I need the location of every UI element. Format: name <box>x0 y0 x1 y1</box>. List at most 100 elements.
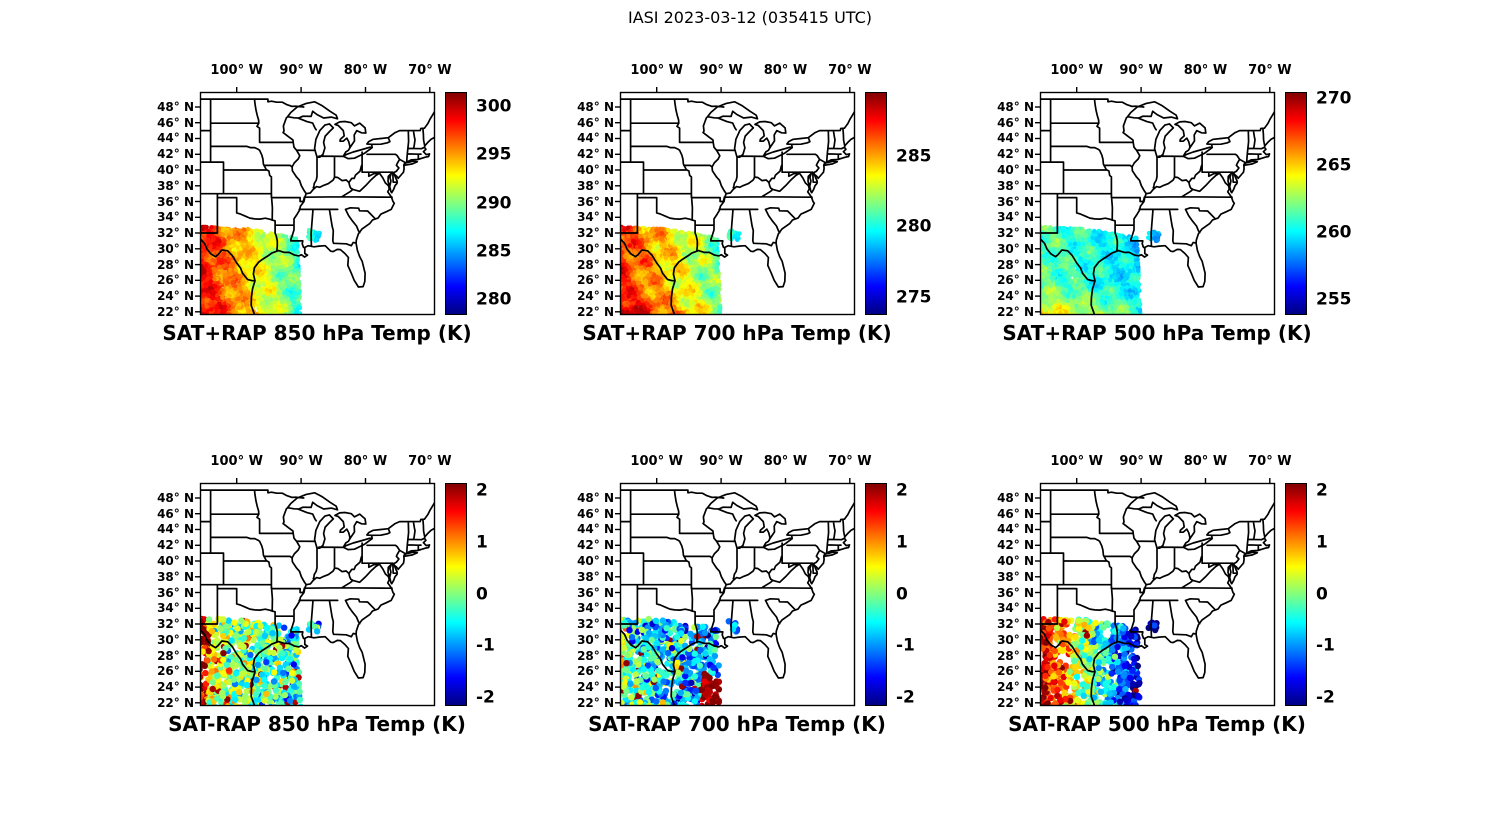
lon-tick-label: 80° W <box>343 63 388 78</box>
longitude-axis: 100° W 90° W 80° W 70° W <box>962 42 1382 347</box>
lat-tick-label: 30° N <box>157 241 194 256</box>
longitude-axis: 100° W 90° W 80° W 70° W <box>122 42 542 347</box>
lat-tick-label: 44° N <box>577 131 614 146</box>
colorbar-labels: -2 -1 0 1 2 <box>122 433 542 738</box>
colorbar <box>865 483 887 706</box>
lat-tick-label: 24° N <box>997 289 1034 304</box>
colorbar <box>1285 92 1307 315</box>
lon-tick-label: 80° W <box>1183 63 1228 78</box>
lat-tick-label: 46° N <box>997 115 1034 130</box>
lat-tick-label: 42° N <box>157 538 194 553</box>
lon-tick-label: 100° W <box>630 63 683 78</box>
lat-tick-label: 48° N <box>157 99 194 114</box>
lat-tick-label: 30° N <box>577 632 614 647</box>
lat-tick-label: 46° N <box>577 115 614 130</box>
longitude-axis: 100° W 90° W 80° W 70° W <box>542 42 962 347</box>
lat-tick-label: 34° N <box>577 601 614 616</box>
colorbar-labels: 255 260 265 270 <box>962 42 1382 347</box>
colorbar-tick-label: 2 <box>1316 480 1328 501</box>
map-panel-sat-minus-rap-700: 100° W 90° W 80° W 70° W 48° N 46° N 44° N 42°… <box>542 433 962 738</box>
lon-tick-label: 90° W <box>699 63 743 78</box>
longitude-axis: 100° W 90° W 80° W 70° W <box>542 433 962 738</box>
lon-tick-label: 100° W <box>210 63 263 78</box>
lat-tick-label: 38° N <box>157 178 194 193</box>
lat-tick-label: 46° N <box>157 506 194 521</box>
map-canvas <box>195 87 436 316</box>
lat-tick-label: 42° N <box>577 538 614 553</box>
lon-tick-label: 90° W <box>699 454 743 469</box>
lat-tick-label: 40° N <box>577 163 614 177</box>
colorbar-labels: -2 -1 0 1 2 <box>542 433 962 738</box>
lat-tick-label: 36° N <box>157 585 194 600</box>
colorbar-tick-label: 270 <box>1316 88 1352 109</box>
panel-caption: SAT+RAP 850 hPa Temp (K) <box>162 321 472 345</box>
lat-tick-label: 46° N <box>997 506 1034 521</box>
lat-tick-label: 40° N <box>157 554 194 568</box>
lat-tick-label: 26° N <box>997 273 1034 288</box>
lat-tick-label: 42° N <box>997 147 1034 162</box>
colorbar-tick-label: 0 <box>476 584 488 604</box>
colorbar-tick-label: 285 <box>896 146 932 167</box>
colorbar-tick-label: 0 <box>1316 584 1328 604</box>
lat-tick-label: 38° N <box>997 178 1034 193</box>
colorbar-tick-label: -1 <box>476 635 495 656</box>
latitude-axis: 48° N 46° N 44° N 42° N 40° N 38° N 36° N 34° N… <box>542 433 962 738</box>
lat-tick-label: 46° N <box>577 506 614 521</box>
lat-tick-label: 22° N <box>997 695 1034 710</box>
lon-tick-label: 70° W <box>828 63 872 78</box>
lat-tick-label: 24° N <box>157 680 194 695</box>
lat-tick-label: 30° N <box>577 241 614 256</box>
panel-caption: SAT-RAP 500 hPa Temp (K) <box>1008 712 1306 736</box>
lat-tick-label: 36° N <box>157 194 194 209</box>
lat-tick-label: 42° N <box>997 538 1034 553</box>
longitude-axis: 100° W 90° W 80° W 70° W <box>962 433 1382 738</box>
lat-tick-label: 28° N <box>997 648 1034 663</box>
lat-tick-label: 28° N <box>157 257 194 272</box>
map-canvas <box>615 478 856 707</box>
lat-tick-label: 36° N <box>997 194 1034 209</box>
colorbar-tick-label: 285 <box>476 241 512 262</box>
colorbar-tick-label: 255 <box>1316 289 1352 310</box>
lat-tick-label: 40° N <box>997 554 1034 568</box>
colorbar-tick-label: 2 <box>476 480 488 501</box>
map-canvas <box>1035 87 1276 316</box>
map-panel-sat-plus-rap-500: 100° W 90° W 80° W 70° W 48° N 46° N 44° N 42°… <box>962 42 1382 347</box>
colorbar-labels: 280 285 290 295 300 <box>122 42 542 347</box>
lat-tick-label: 32° N <box>157 617 194 632</box>
map-panel-sat-plus-rap-700: 100° W 90° W 80° W 70° W 48° N 46° N 44° N 42°… <box>542 42 962 347</box>
colorbar-tick-label: 1 <box>476 532 488 553</box>
lon-tick-label: 80° W <box>1183 454 1228 469</box>
lat-tick-label: 40° N <box>577 554 614 568</box>
panel-caption: SAT+RAP 500 hPa Temp (K) <box>1002 321 1312 345</box>
lat-tick-label: 28° N <box>577 648 614 663</box>
panel-caption: SAT-RAP 700 hPa Temp (K) <box>588 712 886 736</box>
colorbar-tick-label: 1 <box>896 532 908 553</box>
lat-tick-label: 28° N <box>997 257 1034 272</box>
lat-tick-label: 26° N <box>577 273 614 288</box>
map-panel-sat-minus-rap-500: 100° W 90° W 80° W 70° W 48° N 46° N 44° N 42°… <box>962 433 1382 738</box>
lon-tick-label: 90° W <box>1119 454 1163 469</box>
panel-caption: SAT-RAP 850 hPa Temp (K) <box>168 712 466 736</box>
colorbar-tick-label: 295 <box>476 144 512 165</box>
colorbar-tick-label: 265 <box>1316 155 1352 176</box>
lat-tick-label: 30° N <box>997 241 1034 256</box>
lat-tick-label: 34° N <box>157 210 194 225</box>
colorbar-tick-label: 280 <box>896 216 932 237</box>
colorbar-tick-label: 2 <box>896 480 908 501</box>
longitude-axis: 100° W 90° W 80° W 70° W <box>122 433 542 738</box>
lat-tick-label: 32° N <box>997 617 1034 632</box>
lon-tick-label: 100° W <box>1050 63 1103 78</box>
map-canvas <box>195 478 436 707</box>
lat-tick-label: 34° N <box>577 210 614 225</box>
lat-tick-label: 28° N <box>577 257 614 272</box>
lat-tick-label: 48° N <box>157 490 194 505</box>
lat-tick-label: 44° N <box>997 522 1034 537</box>
colorbar-tick-label: 300 <box>476 96 512 117</box>
latitude-axis: 48° N 46° N 44° N 42° N 40° N 38° N 36° N 34° N… <box>962 433 1382 738</box>
lat-tick-label: 48° N <box>997 99 1034 114</box>
lon-tick-label: 100° W <box>1050 454 1103 469</box>
lat-tick-label: 48° N <box>577 490 614 505</box>
colorbar-tick-label: 290 <box>476 193 512 213</box>
lat-tick-label: 22° N <box>997 304 1034 319</box>
